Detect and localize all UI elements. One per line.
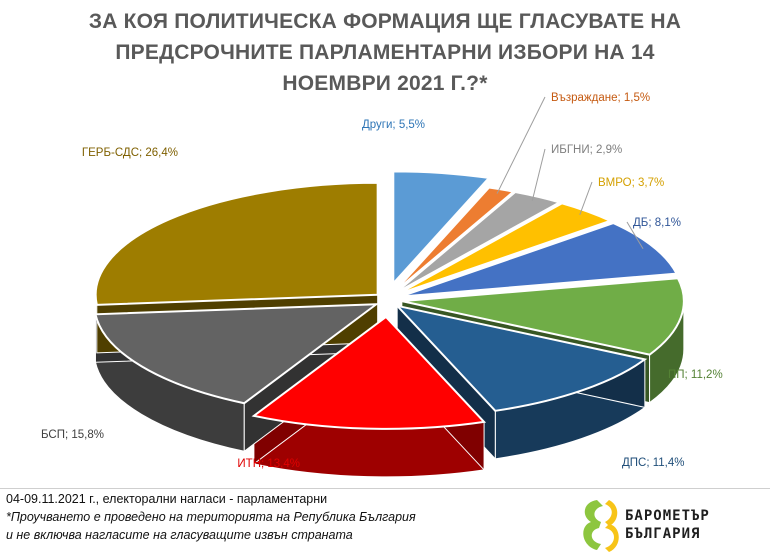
slice-ИБГНИ <box>394 190 563 295</box>
pie-chart: Други; 5,5% Възраждане; 1,5% ИБГНИ; 2,9% ВМ… <box>41 92 723 478</box>
slice-ПП <box>401 277 685 356</box>
data-label-0: Други; 5,5% <box>362 119 425 131</box>
data-label-3: ВМРО; 3,7% <box>598 177 664 189</box>
leader-line-1 <box>496 96 546 194</box>
slice-Други <box>392 170 491 286</box>
chart-title-line-2: ПРЕДСРОЧНИТЕ ПАРЛАМЕНТАРНИ ИЗБОРИ НА 14 <box>115 41 655 64</box>
data-label-6: ДПС; 11,4% <box>622 457 685 469</box>
leader-line-4 <box>626 221 644 250</box>
chart-title-line-1: ЗА КОЯ ПОЛИТИЧЕСКА ФОРМАЦИЯ ЩЕ ГЛАСУВАТЕ… <box>88 10 682 33</box>
chart-area: Други; 5,5% Възраждане; 1,5% ИБГНИ; 2,9% ВМ… <box>41 92 723 478</box>
leader-line-2 <box>531 148 546 201</box>
chart-title-line-3: НОЕМВРИ 2021 Г.?* <box>282 72 488 95</box>
slice-ИТН <box>251 315 487 430</box>
pie-tops <box>94 170 685 430</box>
logo-text-1: БАРОМЕТЪР <box>625 508 710 524</box>
slice-ГЕРБ-СДС <box>94 181 379 306</box>
slice-ВМРО <box>396 202 613 296</box>
logo-mark-icon <box>583 500 619 552</box>
footer-note-2: и не включва нагласите на гласуващите из… <box>6 528 353 542</box>
slice-Възраждане <box>392 186 516 294</box>
slice-ДПС <box>394 304 648 412</box>
data-label-1: Възраждане; 1,5% <box>551 92 650 104</box>
barometer-logo: БАРОМЕТЪР БЪЛГАРИЯ <box>575 496 765 556</box>
footer-date: 04-09.11.2021 г., електорални нагласи - … <box>6 492 328 506</box>
data-label-7: ИТН; 13,4% <box>237 458 300 470</box>
leader-line-3 <box>579 181 593 216</box>
data-label-2: ИБГНИ; 2,9% <box>551 144 622 156</box>
logo-text-2: БЪЛГАРИЯ <box>625 526 701 542</box>
footer-notes: 04-09.11.2021 г., електорални нагласи - … <box>6 490 566 544</box>
footer-note-1: *Проучването е проведено на територията … <box>6 510 416 524</box>
label-leaders <box>496 96 644 250</box>
slice-ДБ <box>400 222 679 298</box>
chart-title: ЗА КОЯ ПОЛИТИЧЕСКА ФОРМАЦИЯ ЩЕ ГЛАСУВАТЕ… <box>40 6 730 99</box>
data-label-8: БСП; 15,8% <box>41 429 104 441</box>
footer-divider <box>0 488 770 489</box>
data-label-9: ГЕРБ-СДС; 26,4% <box>82 147 178 159</box>
data-labels: Други; 5,5% Възраждане; 1,5% ИБГНИ; 2,9% ВМ… <box>41 92 723 470</box>
data-label-4: ДБ; 8,1% <box>633 217 681 229</box>
slice-БСП <box>94 303 380 405</box>
data-label-5: ПП; 11,2% <box>668 369 723 381</box>
